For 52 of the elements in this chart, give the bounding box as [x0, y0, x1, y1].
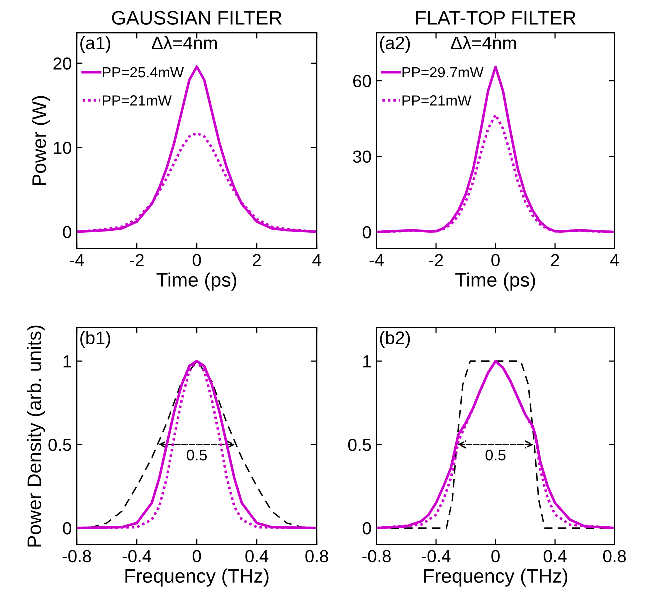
x-tick-label: 0.4 — [246, 550, 269, 563]
x-tick-label: -4 — [70, 254, 84, 266]
x-tick-label: 2 — [253, 254, 261, 266]
y-tick-label: 0.5 — [348, 438, 372, 452]
y-axis-title: Power (W) — [32, 96, 50, 186]
y-tick-label: 1 — [364, 356, 372, 368]
annotation: (a2) — [380, 36, 410, 54]
y-tick-label: 60 — [353, 75, 372, 88]
y-tick-label: 0 — [63, 522, 72, 535]
y-tick-label: 0 — [63, 226, 72, 238]
annotation: Δλ=4nm — [451, 36, 516, 50]
legend-label: PP=21mW — [103, 96, 172, 106]
x-tick-label: -0.8 — [362, 550, 391, 563]
x-tick-label: -4 — [370, 254, 384, 266]
x-tick-label: -0.8 — [62, 550, 92, 563]
x-tick-label: -0.4 — [422, 550, 451, 563]
y-tick-label: 0.5 — [48, 438, 72, 452]
x-tick-label: 4 — [312, 254, 322, 266]
x-tick-label: 2 — [551, 254, 560, 266]
annotation: Δλ=4nm — [152, 36, 218, 50]
x-tick-label: 0.8 — [306, 550, 328, 563]
legend-label: PP=21mW — [402, 96, 472, 106]
x-axis-title: Time (ps) — [156, 272, 237, 291]
y-tick-label: 0 — [362, 226, 372, 239]
x-tick-label: -2 — [130, 254, 144, 266]
x-tick-label: 0 — [192, 550, 202, 563]
y-tick-label: 0 — [362, 522, 372, 535]
x-tick-label: 0 — [192, 254, 202, 266]
legend-label: PP=25.4mW — [103, 67, 184, 78]
x-axis-title: Frequency (THz) — [424, 568, 568, 587]
annotation: 0.5 — [187, 450, 208, 461]
x-tick-label: 0 — [492, 254, 500, 266]
y-tick-label: 1 — [64, 356, 72, 368]
x-axis-title: Frequency (THz) — [126, 568, 269, 587]
y-tick-label: 20 — [54, 58, 72, 70]
legend-label: PP=29.7mW — [402, 67, 484, 78]
y-tick-label: 30 — [353, 150, 372, 164]
chart-title: GAUSSIAN FILTER — [112, 11, 282, 25]
x-tick-label: 0 — [492, 550, 500, 563]
y-tick-label: 10 — [54, 142, 72, 154]
x-tick-label: 0.4 — [544, 550, 567, 563]
annotation: 0.5 — [486, 450, 506, 461]
x-tick-label: 4 — [610, 254, 620, 266]
x-tick-label: -0.4 — [122, 550, 152, 563]
annotation: (a1) — [80, 36, 110, 54]
x-tick-label: -2 — [429, 254, 444, 266]
x-tick-label: 0.8 — [603, 550, 626, 563]
chart-title: FLAT-TOP FILTER — [416, 11, 576, 25]
x-axis-title: Time (ps) — [456, 272, 536, 291]
annotation: (b1) — [80, 331, 110, 348]
y-axis-title: Power Density (arb. units) — [27, 326, 46, 547]
annotation: (b2) — [380, 331, 410, 348]
